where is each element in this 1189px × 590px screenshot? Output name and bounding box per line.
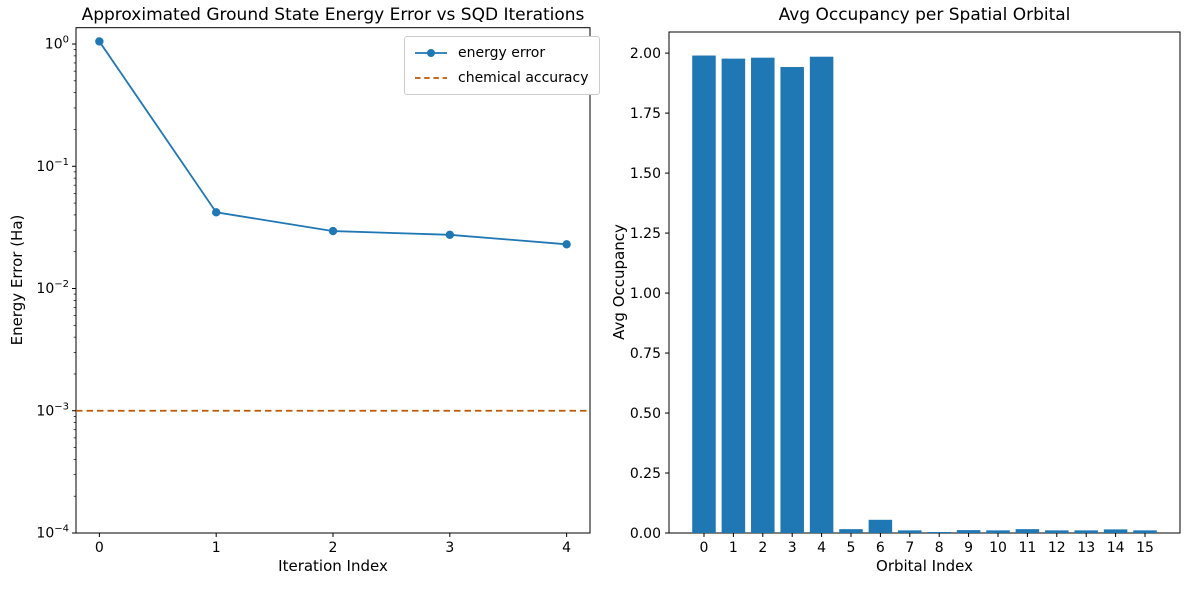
occupancy-bar <box>956 530 981 533</box>
left-yaxis-label: Energy Error (Ha) <box>8 214 26 346</box>
occupancy-bar <box>1103 529 1128 533</box>
right-x-tick-label: 2 <box>758 540 767 556</box>
occupancy-bar <box>721 58 746 534</box>
occupancy-bar <box>692 55 716 533</box>
left-xaxis-label: Iteration Index <box>278 557 388 575</box>
occupancy-bar <box>1074 530 1098 533</box>
right-plot-frame <box>668 31 1181 534</box>
right-y-tick-label: 2.00 <box>630 46 661 62</box>
occupancy-bar <box>1015 529 1040 533</box>
right-x-tick-label: 4 <box>817 540 826 556</box>
occupancy-bar <box>839 529 863 533</box>
legend-item-chemical-accuracy: chemical accuracy <box>414 67 589 89</box>
occupancy-bar <box>780 67 804 533</box>
right-x-tick-label: 6 <box>876 540 885 556</box>
energy-error-marker <box>95 37 104 46</box>
right-x-tick-label: 9 <box>964 540 973 556</box>
right-x-tick-label: 0 <box>700 540 709 556</box>
energy-error-marker <box>562 240 571 249</box>
energy-error-marker <box>445 230 455 240</box>
right-y-tick-label: 0.00 <box>630 526 661 542</box>
right-y-tick-label: 1.00 <box>630 286 661 302</box>
left-y-tick-label: 10−4 <box>36 524 69 542</box>
right-x-tick-label: 7 <box>905 540 914 556</box>
legend-label-chemical-accuracy: chemical accuracy <box>458 70 589 86</box>
left-x-tick-label: 4 <box>562 540 571 556</box>
left-plot-frame <box>75 27 591 534</box>
occupancy-bar <box>986 530 1010 533</box>
left-y-tick-label: 10−3 <box>36 401 69 419</box>
right-yaxis-label: Avg Occupancy <box>610 224 628 340</box>
right-y-tick-label: 1.50 <box>630 166 661 182</box>
occupancy-bar <box>809 56 834 533</box>
right-x-tick-label: 3 <box>788 540 797 556</box>
energy-error-marker <box>328 226 338 236</box>
right-x-tick-label: 1 <box>729 540 738 556</box>
right-x-tick-label: 15 <box>1136 540 1154 556</box>
right-x-tick-label: 14 <box>1107 540 1125 556</box>
right-y-tick-label: 1.75 <box>630 106 661 122</box>
right-x-tick-label: 12 <box>1048 540 1066 556</box>
left-y-tick-label: 10−1 <box>36 157 69 175</box>
energy-error-line-sample-icon <box>415 49 447 57</box>
occupancy-bar <box>1045 530 1069 533</box>
occupancy-bar <box>868 519 893 533</box>
left-x-tick-label: 1 <box>212 540 221 556</box>
left-x-tick-label: 0 <box>95 540 104 556</box>
left-y-tick-label: 100 <box>45 35 69 53</box>
legend-item-energy-error: energy error <box>414 42 589 64</box>
right-plot-title: Avg Occupancy per Spatial Orbital <box>778 5 1071 25</box>
chemical-accuracy-dash-sample-icon <box>415 77 447 79</box>
right-x-tick-label: 10 <box>989 540 1007 556</box>
occupancy-bar <box>751 57 775 533</box>
left-plot-title: Approximated Ground State Energy Error v… <box>81 5 585 25</box>
occupancy-bar <box>927 532 951 533</box>
right-x-tick-label: 8 <box>935 540 944 556</box>
occupancy-bar <box>898 530 922 533</box>
right-y-tick-label: 0.75 <box>630 346 661 362</box>
right-y-tick-label: 0.25 <box>630 466 661 482</box>
left-x-tick-label: 3 <box>445 540 454 556</box>
right-y-tick-label: 1.25 <box>630 226 661 242</box>
left-x-tick-label: 2 <box>329 540 338 556</box>
legend: energy error chemical accuracy <box>404 36 600 95</box>
energy-error-marker <box>211 208 221 217</box>
left-y-tick-label: 10−2 <box>36 279 69 297</box>
right-x-tick-label: 13 <box>1077 540 1095 556</box>
right-xaxis-label: Orbital Index <box>876 557 973 575</box>
right-y-tick-label: 0.50 <box>630 406 661 422</box>
occupancy-bar <box>1133 530 1157 533</box>
legend-label-energy-error: energy error <box>458 45 546 61</box>
right-x-tick-label: 5 <box>847 540 856 556</box>
right-x-tick-label: 11 <box>1018 540 1036 556</box>
